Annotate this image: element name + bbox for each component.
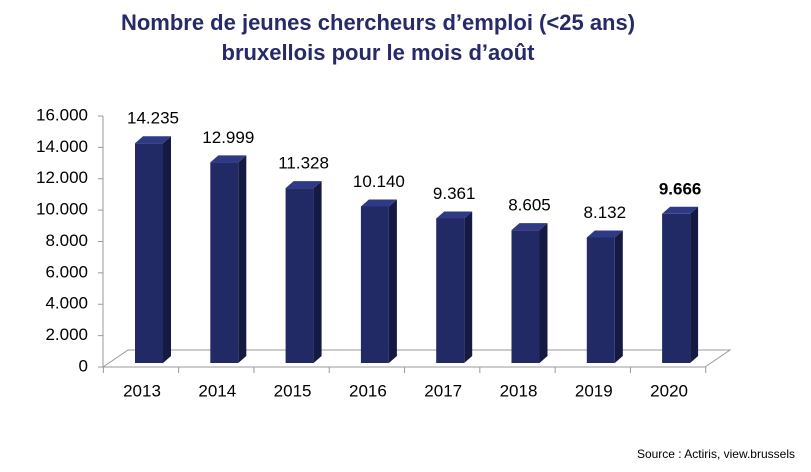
- value-label: 11.328: [278, 154, 329, 173]
- bar: [135, 143, 163, 363]
- bar-side: [539, 223, 548, 363]
- y-tick-label: 0: [79, 356, 88, 375]
- bar-side: [464, 211, 473, 363]
- bar: [360, 206, 389, 363]
- x-tick-label: 2013: [123, 381, 161, 400]
- y-tick-label: 10.000: [36, 200, 88, 219]
- bar-top: [210, 155, 247, 163]
- x-tick-label: 2017: [424, 381, 462, 400]
- bar-top: [135, 136, 171, 144]
- y-tick-label: 6.000: [45, 262, 88, 281]
- x-tick-label: 2016: [349, 381, 387, 400]
- bar-side: [238, 155, 247, 363]
- bar-top: [586, 230, 623, 238]
- bar: [662, 213, 691, 363]
- bar: [511, 230, 540, 363]
- y-tick-label: 12.000: [36, 168, 88, 187]
- bar-top: [285, 181, 322, 189]
- bar-top: [436, 211, 473, 219]
- value-label: 9.361: [433, 184, 476, 203]
- bar-side: [690, 206, 699, 363]
- bar: [210, 162, 239, 363]
- x-tick-label: 2020: [650, 381, 688, 400]
- value-label: 14.235: [127, 109, 179, 128]
- y-tick-label: 2.000: [45, 325, 88, 344]
- value-label: 12.999: [202, 128, 254, 147]
- y-tick-label: 4.000: [45, 294, 88, 313]
- bar: [285, 188, 314, 363]
- x-tick-label: 2014: [198, 381, 236, 400]
- chart-title: Nombre de jeunes chercheurs d’emploi (<2…: [121, 10, 635, 35]
- value-label: 8.132: [584, 203, 627, 222]
- bar-top: [662, 206, 699, 214]
- value-label: 10.140: [353, 172, 405, 191]
- bar-side: [313, 181, 322, 363]
- bar-side: [614, 230, 623, 363]
- value-label: 8.605: [508, 196, 551, 215]
- source: Source : Actiris, view.brussels: [637, 447, 795, 461]
- bar: [436, 218, 465, 363]
- y-tick-label: 8.000: [45, 231, 88, 250]
- floor: [101, 349, 732, 368]
- chart-subtitle: bruxellois pour le mois d’août: [222, 40, 536, 65]
- bar-top: [360, 199, 397, 207]
- y-tick-label: 14.000: [36, 137, 88, 156]
- bar-top: [511, 223, 548, 231]
- x-tick-label: 2019: [575, 381, 613, 400]
- x-tick-label: 2018: [500, 381, 538, 400]
- x-tick-label: 2015: [274, 381, 312, 400]
- y-tick-label: 16.000: [36, 105, 88, 124]
- bar: [586, 237, 615, 363]
- bar-side: [388, 199, 397, 363]
- value-label: 9.666: [659, 179, 702, 198]
- bar-side: [163, 136, 171, 363]
